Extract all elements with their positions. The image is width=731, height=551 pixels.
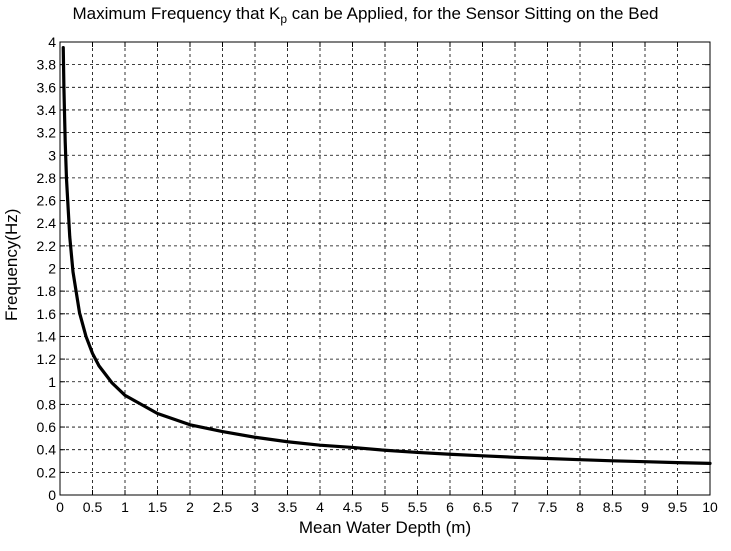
x-tick-labels: 0 0.5 1 1.5 2 2.5 3 3.5 4 4.5 5 5.5 6 6.5 7 7.5 8 8.5 9 9.5… xyxy=(56,499,718,515)
y-tick-label: 3.6 xyxy=(37,79,57,95)
axes-box xyxy=(59,41,711,496)
y-tick-labels: 0 0.2 0.4 0.6 0.8 1 1.2 1.4 1.6 1.8 2 2.2 2.4 2.6 2.8 3… xyxy=(37,34,57,503)
x-tick-label: 5 xyxy=(381,499,389,515)
y-tick-label: 0 xyxy=(48,487,56,503)
y-tick-label: 1.6 xyxy=(37,306,57,322)
y-tick-label: 3 xyxy=(48,147,56,163)
y-tick-label: 0.2 xyxy=(37,464,57,480)
x-tick-label: 10 xyxy=(702,499,718,515)
x-tick-label: 5.5 xyxy=(408,499,428,515)
x-tick-label: 4 xyxy=(316,499,324,515)
y-axis-label: Frequency(Hz) xyxy=(2,208,21,321)
x-tick-label: 7.5 xyxy=(538,499,558,515)
x-tick-label: 8.5 xyxy=(603,499,623,515)
y-tick-label: 0.6 xyxy=(37,419,57,435)
y-tick-label: 2.8 xyxy=(37,170,57,186)
x-tick-label: 7 xyxy=(511,499,519,515)
x-tick-label: 1.5 xyxy=(148,499,168,515)
x-tick-label: 2 xyxy=(186,499,194,515)
x-tick-label: 3.5 xyxy=(278,499,298,515)
y-tick-label: 1 xyxy=(48,374,56,390)
chart-title: Maximum Frequency that Kp can be Applied… xyxy=(72,4,659,26)
x-tick-label: 2.5 xyxy=(213,499,233,515)
y-tick-label: 2.4 xyxy=(37,215,57,231)
y-tick-label: 3.8 xyxy=(37,57,57,73)
x-tick-label: 0 xyxy=(56,499,64,515)
y-tick-label: 0.4 xyxy=(37,442,57,458)
x-tick-label: 9.5 xyxy=(668,499,688,515)
x-tick-label: 1 xyxy=(121,499,129,515)
series-line xyxy=(61,46,712,465)
y-tick-label: 4 xyxy=(48,34,56,50)
y-tick-label: 2.6 xyxy=(37,193,57,209)
x-tick-label: 6 xyxy=(446,499,454,515)
y-tick-label: 2.2 xyxy=(37,238,57,254)
y-tick-label: 0.8 xyxy=(37,396,57,412)
grid-lines xyxy=(60,42,710,495)
y-tick-label: 1.2 xyxy=(37,351,57,367)
y-tick-label: 1.4 xyxy=(37,328,57,344)
x-tick-label: 3 xyxy=(251,499,259,515)
x-tick-label: 9 xyxy=(641,499,649,515)
y-tick-label: 1.8 xyxy=(37,283,57,299)
y-tick-label: 2 xyxy=(48,261,56,277)
x-tick-label: 4.5 xyxy=(343,499,363,515)
x-tick-label: 0.5 xyxy=(83,499,103,515)
y-tick-label: 3.2 xyxy=(37,125,57,141)
x-axis-label: Mean Water Depth (m) xyxy=(298,518,472,537)
x-tick-label: 6.5 xyxy=(473,499,493,515)
y-tick-label: 3.4 xyxy=(37,102,57,118)
x-tick-label: 8 xyxy=(576,499,584,515)
